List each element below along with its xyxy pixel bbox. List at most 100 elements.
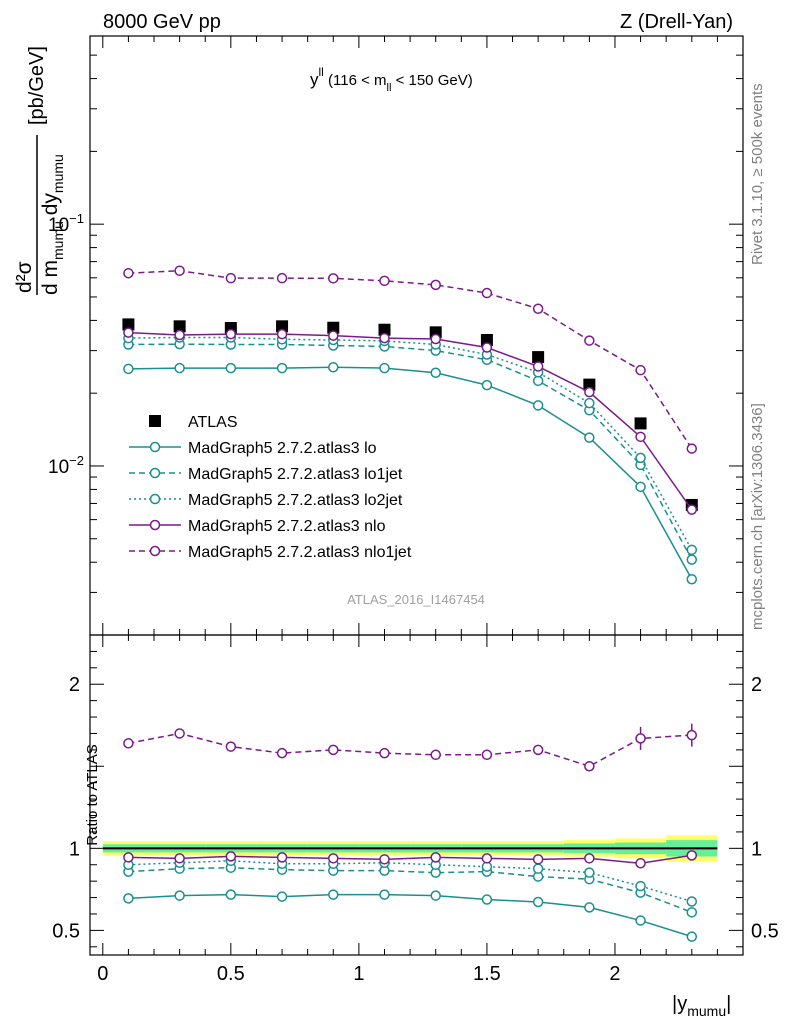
series-nlo1jet-line bbox=[128, 269, 693, 450]
ratio-nlo-point bbox=[430, 852, 441, 863]
ratio-nlo1jet-point bbox=[481, 749, 493, 761]
legend-label-lo2jet: MadGraph5 2.7.2.atlas3 lo2jet bbox=[188, 492, 403, 509]
legend-label-nlo: MadGraph5 2.7.2.atlas3 nlo bbox=[188, 518, 386, 535]
ratio-lo2jet-point bbox=[686, 896, 698, 907]
ratio-nlo-point bbox=[123, 852, 134, 863]
main-title: yll (116 < mll < 150 GeV) bbox=[310, 65, 473, 94]
legend: ATLAS MadGraph5 2.7.2.atlas3 lo MadGraph5 … bbox=[129, 414, 412, 561]
series-atlas-point bbox=[173, 320, 186, 333]
ratio-lo-point bbox=[225, 889, 237, 900]
series-lo1jet-line bbox=[128, 343, 693, 560]
side-rivet: Rivet 3.1.10, ≥ 500k events bbox=[749, 83, 766, 265]
ratio-nlo1jet-point bbox=[532, 744, 544, 756]
series-nlo1jet-point bbox=[328, 273, 339, 284]
series-nlo1jet-point bbox=[686, 443, 698, 454]
ratio-y-tick-label: 2 bbox=[751, 674, 762, 696]
ratio-ylabel: Ratio to ATLAS bbox=[84, 744, 101, 845]
ratio-lo-point bbox=[174, 890, 185, 901]
series-atlas-point bbox=[122, 318, 135, 331]
series-nlo-point bbox=[379, 332, 390, 344]
series-nlo-line bbox=[128, 331, 693, 511]
series-lo-point bbox=[123, 363, 134, 375]
ratio-lo-point bbox=[481, 894, 493, 905]
series-lo-point bbox=[328, 362, 339, 373]
ratio-y-tick-label: 1 bbox=[751, 838, 762, 860]
ratio-nlo-point bbox=[276, 852, 288, 863]
ratio-nlo-point bbox=[328, 853, 339, 864]
ratio-lo-point bbox=[686, 931, 698, 942]
series-atlas-point bbox=[378, 323, 391, 336]
series-lo1jet-point bbox=[686, 554, 698, 565]
ratio-nlo-point bbox=[225, 851, 237, 862]
ratio-lo-point bbox=[379, 889, 390, 900]
series-lo-point bbox=[532, 400, 544, 411]
ratio-lo-point bbox=[123, 893, 134, 904]
series-nlo-point bbox=[123, 327, 134, 338]
legend-marker-nlo bbox=[149, 519, 161, 531]
ratio-lo-point bbox=[276, 891, 288, 902]
ratio-nlo-point bbox=[379, 854, 390, 865]
series-nlo-point bbox=[276, 328, 288, 340]
ratio-nlo-line bbox=[128, 854, 692, 865]
series-nlo-point bbox=[635, 431, 646, 443]
series-lo2jet-line bbox=[128, 336, 693, 551]
ratio-nlo-point bbox=[686, 850, 698, 861]
series-lo-point bbox=[481, 379, 493, 391]
ylabel-units: [pb/GeV] bbox=[26, 46, 48, 125]
x-tick-label: 1 bbox=[353, 963, 364, 985]
ratio-y-tick-label: 0.5 bbox=[751, 920, 779, 942]
ratio-nlo1jet-point bbox=[379, 747, 390, 759]
series-lo-point bbox=[225, 362, 237, 374]
series-lo-point bbox=[430, 367, 441, 378]
ratio-nlo1jet-point bbox=[328, 744, 339, 756]
ratio-lo-line bbox=[128, 893, 693, 938]
series-lo-point bbox=[584, 432, 595, 443]
ratio-nlo-point bbox=[481, 853, 493, 864]
series-atlas-point bbox=[480, 333, 493, 346]
series-lo-point bbox=[635, 481, 646, 493]
series-nlo1jet-point bbox=[430, 279, 441, 291]
ylabel-numerator: d²σ bbox=[13, 261, 36, 293]
series-nlo1jet-point bbox=[584, 335, 595, 346]
series-nlo-point bbox=[686, 504, 698, 515]
legend-marker-nlo1jet bbox=[149, 545, 161, 557]
ratio-lo2jet-point bbox=[532, 863, 544, 874]
x-tick-label: 0.5 bbox=[217, 963, 245, 985]
ratio-y-tick-label: 1 bbox=[69, 838, 80, 860]
series-lo2jet-point bbox=[635, 452, 646, 464]
series-nlo1jet-point bbox=[532, 303, 544, 314]
ratio-lo1jet-point bbox=[686, 907, 698, 918]
ratio-lo-point bbox=[532, 896, 544, 908]
ratio-lo-point bbox=[430, 890, 441, 901]
x-tick-label: 1.5 bbox=[473, 963, 501, 985]
series-nlo1jet-point bbox=[174, 265, 185, 276]
x-tick-label: 2 bbox=[609, 963, 620, 985]
ratio-nlo1jet-point bbox=[635, 733, 646, 744]
ratio-nlo-point bbox=[635, 858, 646, 869]
series-nlo1jet-point bbox=[481, 287, 493, 299]
series-lo-point bbox=[379, 362, 390, 374]
ratio-lo2jet-point bbox=[635, 880, 646, 892]
y-tick-label: 10−2 bbox=[48, 453, 84, 478]
header-right: Z (Drell-Yan) bbox=[620, 11, 733, 33]
series-nlo-point bbox=[174, 329, 185, 341]
legend-label-lo1jet: MadGraph5 2.7.2.atlas3 lo1jet bbox=[188, 466, 403, 483]
legend-marker-lo bbox=[149, 441, 161, 453]
ratio-y-tick-label: 0.5 bbox=[52, 920, 80, 942]
series-nlo-point bbox=[328, 330, 339, 341]
series-nlo1jet-point bbox=[379, 275, 390, 287]
ratio-lo-point bbox=[328, 889, 339, 900]
series-atlas-point bbox=[532, 351, 545, 364]
ratio-nlo-point bbox=[174, 853, 185, 864]
ratio-nlo1jet-point bbox=[225, 741, 237, 752]
ratio-nlo1jet-point bbox=[584, 761, 595, 772]
ylabel-denominator: d mmumu dymumu bbox=[39, 154, 66, 295]
ratio-lo-point bbox=[635, 915, 646, 926]
watermark: ATLAS_2016_I1467454 bbox=[347, 592, 485, 607]
series-nlo-point bbox=[532, 361, 544, 372]
side-mcplots: mcplots.cern.ch [arXiv:1306.3436] bbox=[749, 403, 766, 630]
x-axis-label: |ymumu| bbox=[672, 993, 731, 1019]
ratio-plot: 0 0.5 1 1.5 2 0.5 0.5 1 1 2 2 bbox=[52, 634, 779, 985]
ratio-nlo1jet-point bbox=[174, 728, 185, 739]
